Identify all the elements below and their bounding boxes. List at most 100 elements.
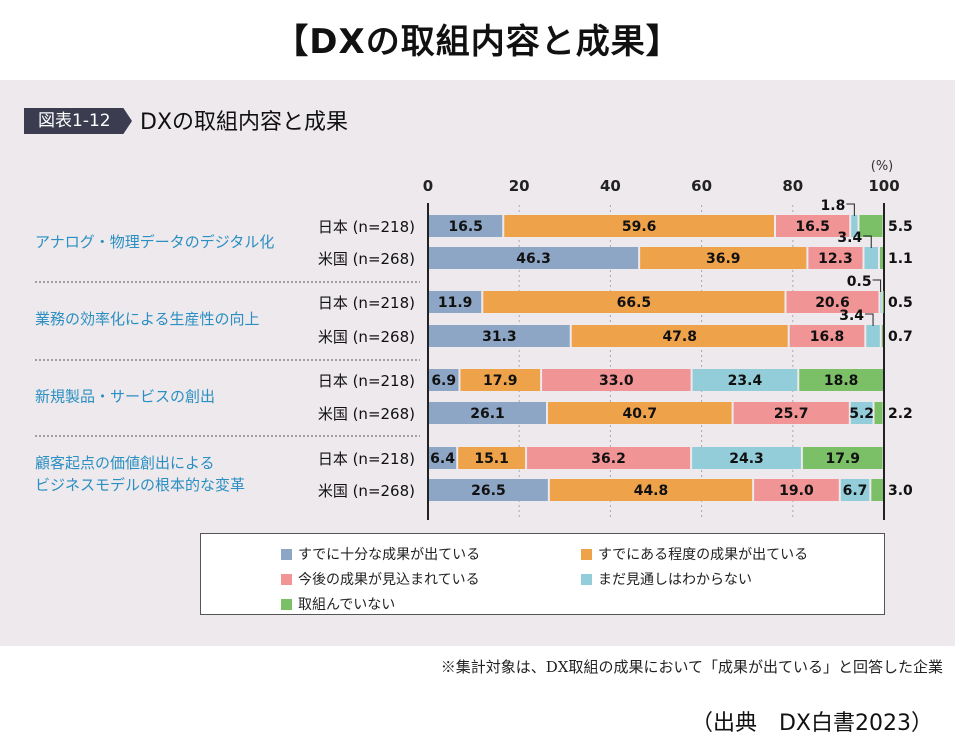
- main-title: 【DXの取組内容と成果】: [274, 22, 681, 62]
- bar-segment: [866, 325, 880, 347]
- bar-segment: [879, 247, 883, 269]
- data-label: 18.8: [824, 373, 859, 389]
- data-label: 31.3: [482, 329, 517, 345]
- legend-swatch: [281, 598, 292, 610]
- data-label: 26.1: [470, 406, 505, 422]
- data-label: 16.5: [448, 219, 483, 235]
- data-label: 36.9: [706, 251, 741, 267]
- bar-segment: [640, 247, 807, 269]
- bar-segment: [789, 325, 865, 347]
- legend-label: すでに十分な成果が出ている: [298, 547, 481, 563]
- row-label: 米国 (n=268): [318, 328, 415, 346]
- callout-line: [846, 203, 855, 216]
- bar-segment: [548, 402, 732, 424]
- data-label: 6.9: [431, 373, 456, 389]
- data-label: 16.8: [810, 329, 845, 345]
- data-label: 11.9: [438, 295, 473, 311]
- data-label: 15.1: [474, 451, 509, 467]
- bar-segment: [864, 247, 878, 269]
- legend-swatch: [581, 548, 592, 560]
- data-label-outside: 1.1: [888, 251, 913, 267]
- data-label-outside: 0.5: [888, 295, 913, 311]
- bar-segment: [802, 447, 883, 469]
- bar-segment: [542, 369, 691, 391]
- x-tick-label: 40: [600, 177, 621, 195]
- callout-line: [863, 235, 872, 248]
- data-label-outside: 2.2: [888, 406, 913, 422]
- group-label: 業務の効率化による生産性の向上: [35, 310, 260, 328]
- bar-segment: [733, 402, 849, 424]
- legend-item: まだ見通しはわからない: [581, 569, 752, 589]
- data-label-outside: 5.5: [888, 219, 913, 235]
- data-label: 66.5: [617, 295, 652, 311]
- bar-segment: [754, 479, 839, 501]
- x-tick-label: 60: [691, 177, 712, 195]
- data-label: 20.6: [815, 295, 850, 311]
- group-label: アナログ・物理データのデジタル化: [35, 233, 274, 251]
- legend-label: 今後の成果が見込まれている: [298, 572, 480, 588]
- bar-segment: [483, 291, 785, 313]
- bar-segment: [429, 215, 503, 237]
- unit-label: (%): [871, 159, 894, 174]
- bar-segment: [874, 402, 883, 424]
- row-label: 米国 (n=268): [318, 482, 415, 500]
- data-label-callout: 1.8: [821, 198, 846, 214]
- bar-segment: [429, 402, 547, 424]
- x-tick-label: 0: [423, 177, 433, 195]
- legend-label: すでにある程度の成果が出ている: [598, 547, 809, 563]
- row-label: 米国 (n=268): [318, 250, 415, 268]
- legend-item: すでにある程度の成果が出ている: [581, 544, 808, 564]
- x-tick-label: 20: [509, 177, 530, 195]
- legend-item: 取組んでいない: [281, 594, 395, 614]
- legend-swatch: [581, 573, 592, 585]
- group-label: 新規製品・サービスの創出: [35, 388, 215, 406]
- data-label: 12.3: [818, 251, 853, 267]
- bar-segment: [776, 215, 850, 237]
- data-label: 5.2: [849, 406, 874, 422]
- bar-segment: [850, 402, 873, 424]
- row-label: 日本 (n=218): [318, 450, 415, 468]
- row-label: 日本 (n=218): [318, 372, 415, 390]
- data-label: 59.6: [622, 219, 657, 235]
- callout-line: [872, 279, 882, 292]
- bar-segment: [429, 247, 639, 269]
- data-label: 6.4: [430, 451, 455, 467]
- legend-swatch: [281, 548, 292, 560]
- legend: すでに十分な成果が出ている すでにある程度の成果が出ている今後の成果が見込まれてい…: [200, 533, 885, 615]
- bar-segment: [571, 325, 788, 347]
- bar-segment: [692, 447, 801, 469]
- legend-label: 取組んでいない: [298, 597, 396, 613]
- figure-title: DXの取組内容と成果: [140, 110, 349, 135]
- group-label: 顧客起点の価値創出による: [35, 454, 215, 472]
- data-label-callout: 3.4: [839, 308, 864, 324]
- bar-segment: [429, 447, 457, 469]
- row-label: 日本 (n=218): [318, 294, 415, 312]
- x-tick-label: 100: [868, 177, 899, 195]
- bar-segment: [786, 291, 879, 313]
- footnote: ※集計対象は、DX取組の成果において「成果が出ている」と回答した企業: [440, 658, 943, 676]
- bar-segment: [429, 369, 459, 391]
- row-label: 日本 (n=218): [318, 218, 415, 236]
- data-label: 36.2: [591, 451, 626, 467]
- data-label-outside: 0.7: [888, 329, 913, 345]
- bar-segment: [808, 247, 863, 269]
- data-label: 40.7: [623, 406, 658, 422]
- group-label: ビジネスモデルの根本的な変革: [35, 476, 245, 494]
- figure-number-badge: 図表1-12: [24, 108, 132, 134]
- legend-label: まだ見通しはわからない: [598, 572, 752, 588]
- data-label: 33.0: [599, 373, 634, 389]
- data-label: 19.0: [779, 483, 814, 499]
- legend-item: 今後の成果が見込まれている: [281, 569, 480, 589]
- data-label: 24.3: [729, 451, 764, 467]
- data-label-callout: 0.5: [847, 274, 872, 290]
- data-label: 26.5: [471, 483, 506, 499]
- bar-segment: [527, 447, 691, 469]
- callout-line: [865, 313, 874, 326]
- bar-segment: [871, 479, 883, 501]
- bar-segment: [549, 479, 753, 501]
- data-label: 23.4: [728, 373, 763, 389]
- bar-segment: [859, 215, 883, 237]
- bar-segment: [429, 479, 548, 501]
- bar-segment: [692, 369, 798, 391]
